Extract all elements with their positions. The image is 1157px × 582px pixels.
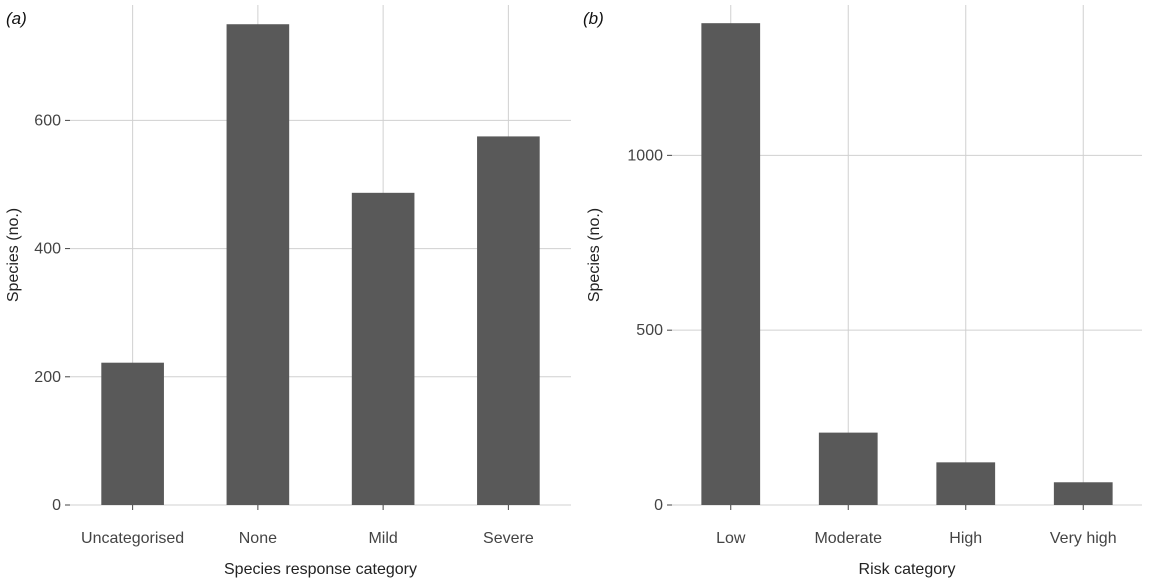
x-tick-label: None — [239, 530, 277, 547]
chart-panel-a: 0 200 400 600 Uncategorised None Mild Severe Spe… — [5, 5, 571, 578]
x-tick-label: Low — [716, 530, 746, 547]
bar-high — [936, 462, 996, 505]
x-tick-label: Uncategorised — [81, 530, 184, 547]
bar-very-high — [1053, 482, 1113, 505]
y-tick-label: 200 — [34, 369, 61, 386]
y-axis-title: Species (no.) — [586, 208, 603, 302]
bar-severe — [477, 136, 540, 505]
y-tick-label: 0 — [654, 497, 663, 514]
bar-uncategorised — [101, 362, 164, 505]
panel-label: (b) — [583, 9, 604, 28]
x-axis-title: Species response category — [224, 561, 417, 578]
chart-panel-b: 0 500 1000 Low Moderate High Very high Risk cat… — [583, 5, 1142, 578]
x-tick-label: High — [949, 530, 982, 547]
y-tick-label: 500 — [636, 322, 663, 339]
bar-none — [226, 24, 290, 505]
bar-moderate — [818, 432, 878, 505]
y-tick-label: 0 — [52, 497, 61, 514]
x-tick-label: Mild — [368, 530, 397, 547]
y-axis-title: Species (no.) — [5, 208, 22, 302]
panel-label: (a) — [6, 9, 27, 28]
y-tick-label: 1000 — [627, 147, 663, 164]
bar-low — [701, 23, 761, 505]
y-tick-label: 600 — [34, 112, 61, 129]
x-axis-title: Risk category — [859, 561, 956, 578]
y-tick-label: 400 — [34, 241, 61, 258]
x-tick-label: Severe — [483, 530, 534, 547]
x-tick-label: Very high — [1050, 530, 1117, 547]
x-tick-label: Moderate — [814, 530, 882, 547]
bar-mild — [351, 192, 415, 506]
